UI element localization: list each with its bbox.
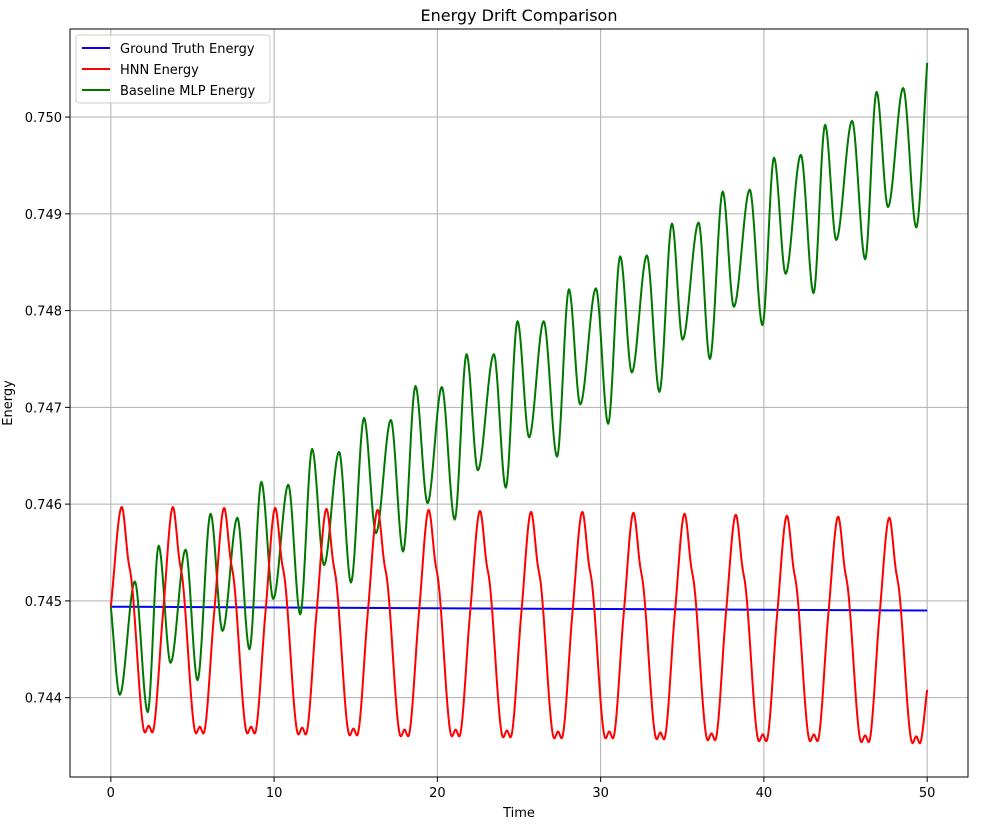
plot-area	[109, 62, 929, 745]
x-tick-label: 40	[756, 786, 773, 801]
legend-label-baseline-mlp: Baseline MLP Energy	[120, 84, 255, 99]
x-axis-label: Time	[502, 806, 535, 821]
legend-label-hnn: HNN Energy	[120, 63, 199, 78]
x-tick-label: 20	[429, 786, 446, 801]
chart-title: Energy Drift Comparison	[421, 6, 618, 25]
legend-label-ground-truth: Ground Truth Energy	[120, 42, 255, 57]
hnn-energy-line	[109, 506, 929, 745]
axis-ticks: 0 10 20 30 40 50 0.744 0.745 0.746 0.747 0.748 0.74…	[25, 111, 936, 801]
y-tick-label: 0.747	[25, 401, 62, 416]
baseline-mlp-energy-line	[109, 62, 929, 714]
grid-lines	[70, 29, 968, 777]
x-tick-label: 50	[919, 786, 936, 801]
x-tick-label: 10	[266, 786, 283, 801]
legend: Ground Truth Energy HNN Energy Baseline …	[75, 34, 271, 104]
y-tick-label: 0.746	[25, 498, 62, 513]
legend-box	[75, 34, 271, 104]
ground-truth-energy-line	[110, 605, 928, 612]
x-tick-label: 30	[592, 786, 609, 801]
y-tick-label: 0.745	[25, 595, 62, 610]
y-tick-label: 0.744	[25, 692, 62, 707]
y-axis-label: Energy	[1, 380, 16, 426]
x-tick-label: 0	[107, 786, 115, 801]
axes-frame	[69, 28, 969, 778]
y-tick-label: 0.748	[25, 305, 62, 320]
y-tick-label: 0.750	[25, 111, 62, 126]
y-tick-label: 0.749	[25, 208, 62, 223]
